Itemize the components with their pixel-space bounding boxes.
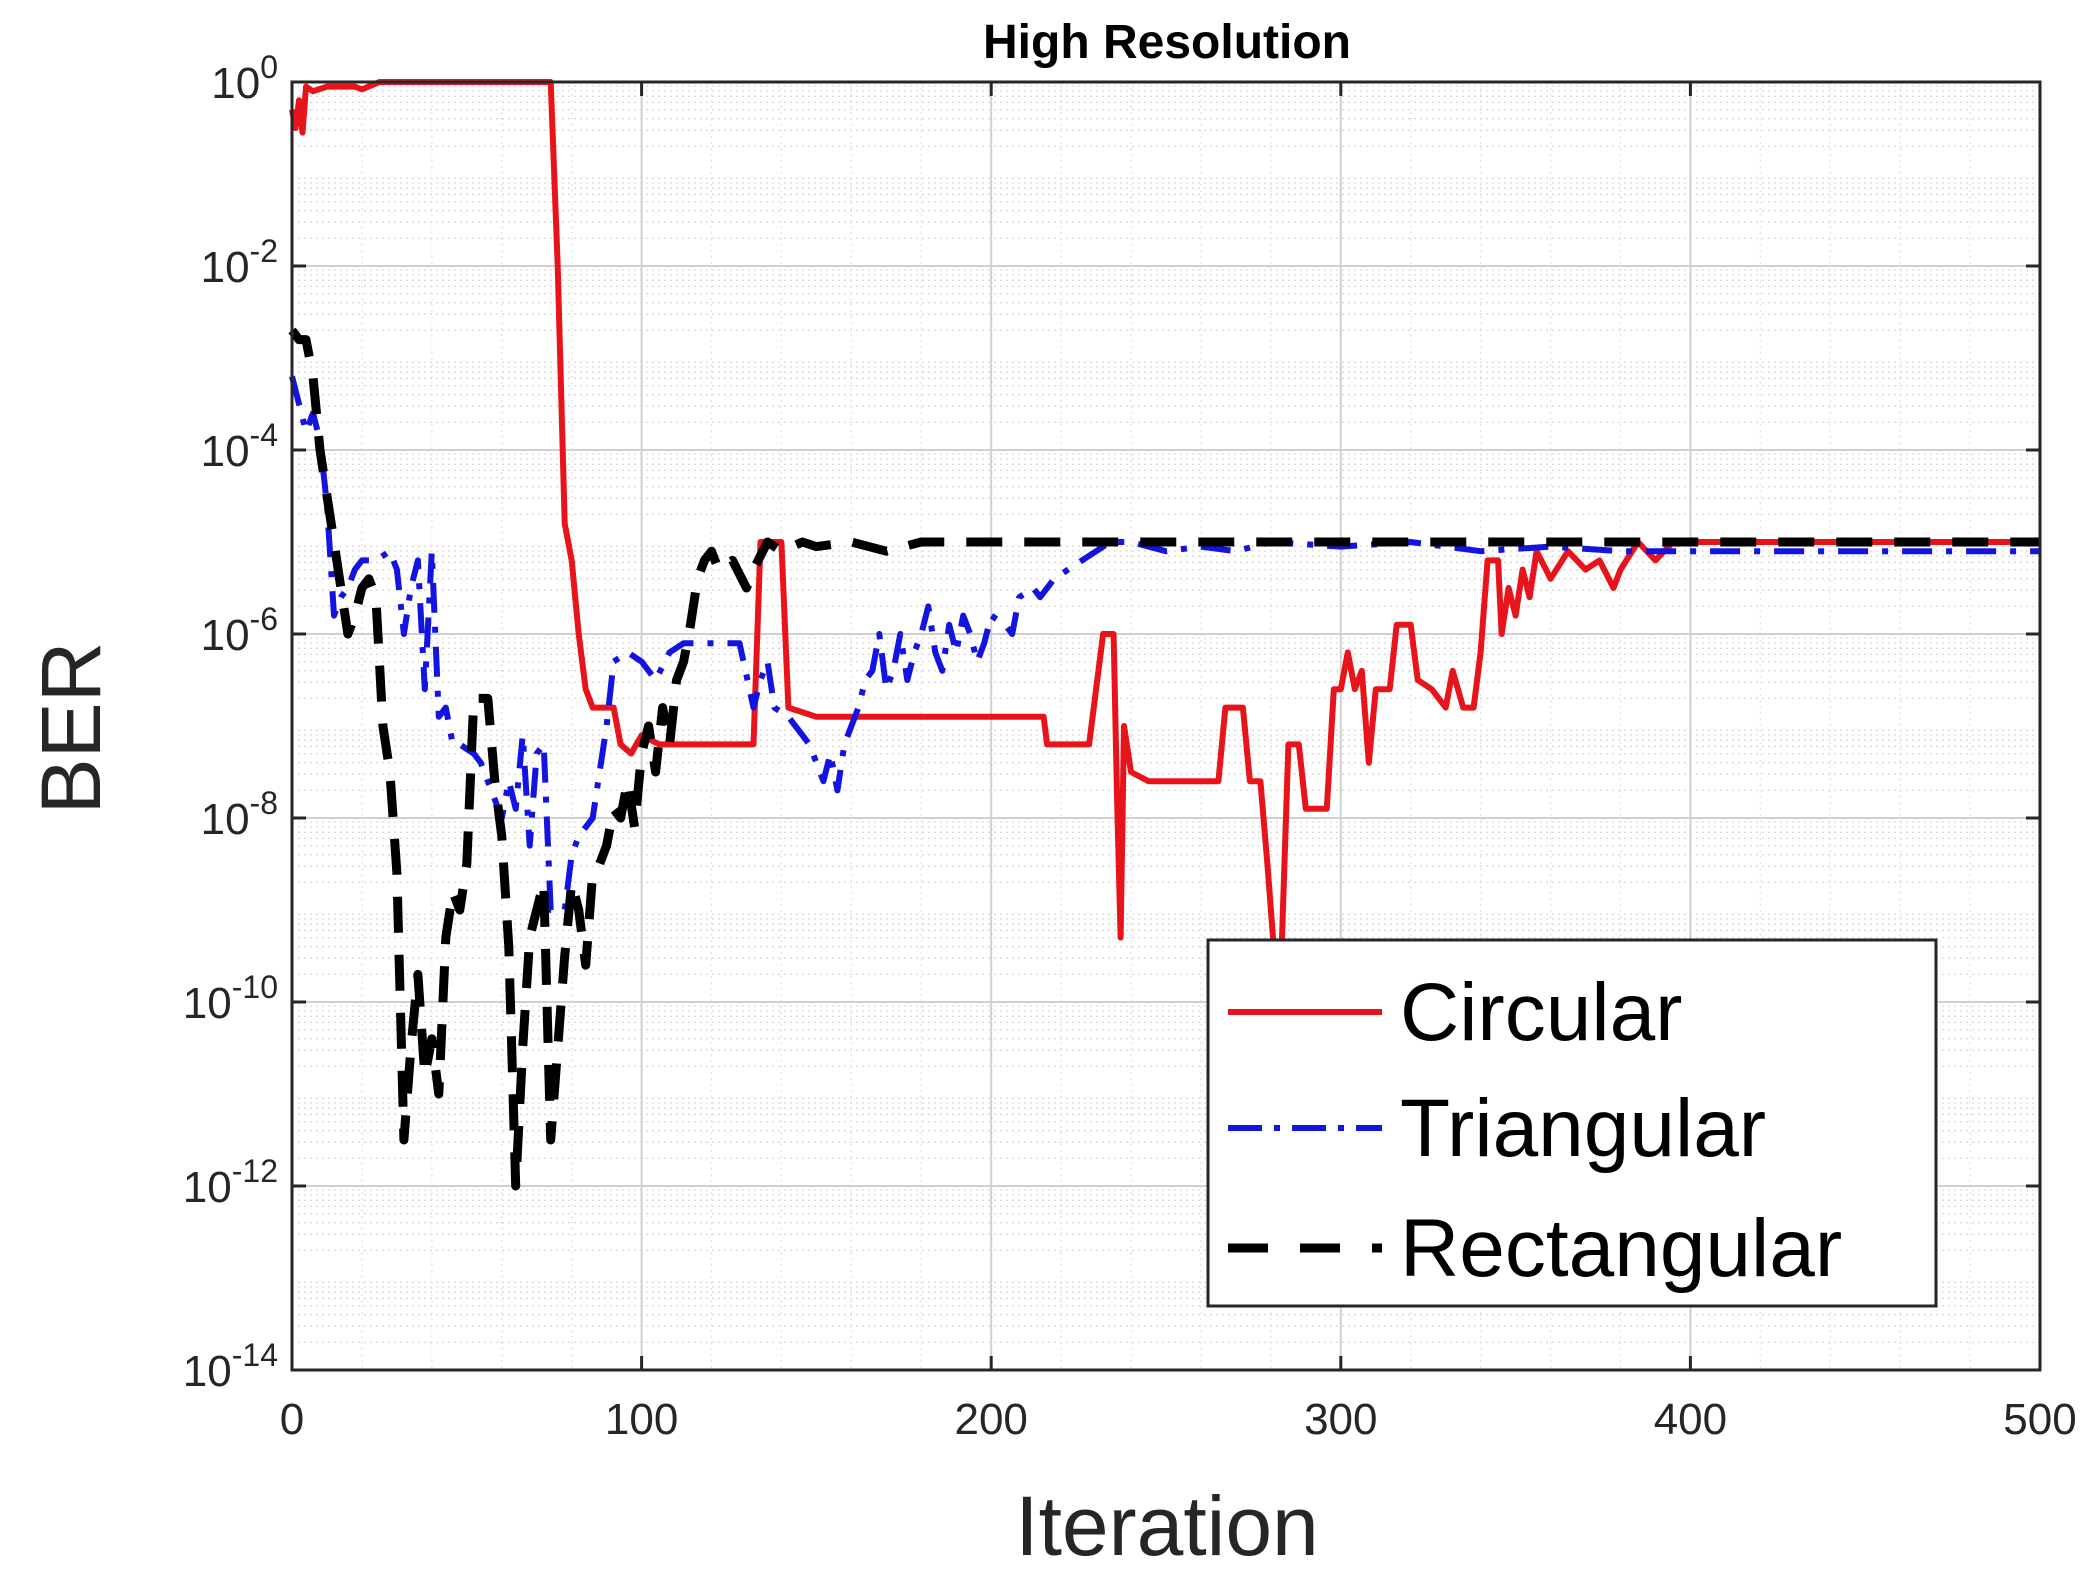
chart-title: High Resolution [983,16,1351,69]
x-tick-label: 500 [2003,1395,2076,1444]
x-tick-label: 0 [280,1395,304,1444]
series-line-circular [289,79,2040,959]
y-tick-label: 100 [211,49,278,108]
y-axis-label: BER [24,642,118,815]
x-tick-labels: 0 100 200 300 400 500 [280,1395,2077,1444]
y-tick-label: 10-14 [183,1337,278,1396]
y-tick-label: 10-2 [201,233,278,292]
legend-label-rectangular: Rectangular [1400,1203,1842,1294]
x-tick-label: 400 [1654,1395,1727,1444]
y-tick-label: 10-8 [201,785,278,844]
legend-label-circular: Circular [1400,967,1682,1058]
y-tick-label: 10-4 [201,417,278,476]
y-tick-label: 10-12 [183,1153,278,1212]
x-axis-label: Iteration [1015,1479,1319,1573]
y-tick-labels: 100 10-2 10-4 10-6 10-8 10-10 10-12 10-14 [183,49,278,1396]
y-tick-label: 10-10 [183,969,278,1028]
tick-marks [290,80,2042,1372]
x-tick-label: 100 [605,1395,678,1444]
series-line-triangular [289,375,2040,913]
legend: Circular Triangular Rectangular [1206,938,1938,1308]
x-tick-label: 200 [954,1395,1027,1444]
series-layer [288,79,2040,1191]
legend-label-triangular: Triangular [1400,1083,1766,1174]
plot-frame [290,80,2042,1372]
series-line-rectangular [288,327,2040,1191]
y-tick-label: 10-6 [201,601,278,660]
x-tick-label: 300 [1304,1395,1377,1444]
